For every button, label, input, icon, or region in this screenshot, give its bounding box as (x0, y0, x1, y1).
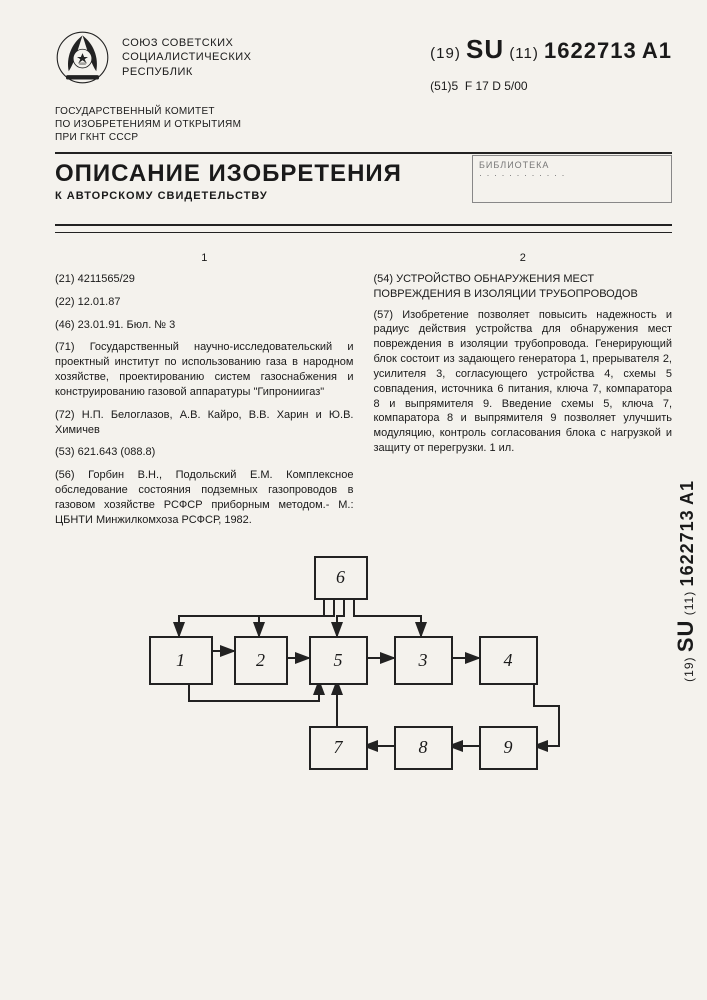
doc-id: (19) SU (11) 1622713 A1 (430, 34, 672, 65)
diagram-node-5: 5 (309, 636, 368, 685)
col-number: 2 (374, 251, 673, 266)
field-53: (53) 621.643 (088.8) (55, 445, 354, 460)
ipc-code: (51)5 F 17 D 5/00 (430, 79, 672, 93)
left-column: 1 (21) 4211565/29 (22) 12.01.87 (46) 23.… (55, 251, 354, 536)
diagram-node-3: 3 (394, 636, 453, 685)
code-11-prefix: (11) (509, 45, 539, 62)
library-stamp: БИБЛИОТЕКА · · · · · · · · · · · · (472, 155, 672, 203)
union-line: СОЦИАЛИСТИЧЕСКИХ (122, 50, 251, 64)
diagram-node-2: 2 (234, 636, 288, 685)
side-cc: SU (673, 620, 698, 653)
committee-line: ГОСУДАРСТВЕННЫЙ КОМИТЕТ (55, 105, 672, 118)
columns: 1 (21) 4211565/29 (22) 12.01.87 (46) 23.… (55, 251, 672, 536)
committee-block: ГОСУДАРСТВЕННЫЙ КОМИТЕТ ПО ИЗОБРЕТЕНИЯМ … (55, 105, 672, 144)
ipc-value: F 17 D 5/00 (465, 79, 528, 93)
field-56: (56) Горбин В.Н., Подольский Е.М. Компле… (55, 468, 354, 527)
side-19: (19) (682, 656, 696, 681)
union-line: СОЮЗ СОВЕТСКИХ (122, 36, 251, 50)
ussr-emblem-icon (55, 30, 110, 85)
field-22: (22) 12.01.87 (55, 295, 354, 310)
field-54: (54) УСТРОЙСТВО ОБНАРУЖЕНИЯ МЕСТ ПОВРЕЖД… (374, 272, 673, 302)
field-21: (21) 4211565/29 (55, 272, 354, 287)
field-57: (57) Изобретение позволяет повысить наде… (374, 308, 673, 456)
doc-codes: (19) SU (11) 1622713 A1 (51)5 F 17 D 5/0… (430, 30, 672, 93)
diagram-node-1: 1 (149, 636, 213, 685)
side-doc-code: (19) SU (11) 1622713 A1 (673, 480, 699, 682)
field-72: (72) Н.П. Белоглазов, А.В. Кайро, В.В. Х… (55, 408, 354, 438)
right-column: 2 (54) УСТРОЙСТВО ОБНАРУЖЕНИЯ МЕСТ ПОВРЕ… (374, 251, 673, 536)
field-71: (71) Государственный научно-исследовател… (55, 340, 354, 399)
diagram-node-8: 8 (394, 726, 453, 770)
doc-number: 1622713 (544, 38, 637, 63)
divider (55, 224, 672, 226)
diagram-edge (337, 596, 344, 636)
side-kind: A1 (677, 480, 697, 505)
side-11: (11) (682, 591, 696, 615)
code-19-prefix: (19) (430, 45, 461, 62)
diagram-node-6: 6 (314, 556, 368, 600)
stamp-text: БИБЛИОТЕКА (479, 160, 665, 170)
stamp-line: · · · · · · · · · · · · (479, 170, 665, 180)
committee-line: ПРИ ГКНТ СССР (55, 131, 672, 144)
diagram-node-7: 7 (309, 726, 368, 770)
committee-line: ПО ИЗОБРЕТЕНИЯМ И ОТКРЫТИЯМ (55, 118, 672, 131)
side-num: 1622713 (677, 509, 697, 586)
divider (55, 152, 672, 154)
diagram-container: 6 12534 789 (55, 556, 672, 786)
union-line: РЕСПУБЛИК (122, 65, 251, 79)
country-code: SU (466, 34, 504, 64)
header-row: СОЮЗ СОВЕТСКИХ СОЦИАЛИСТИЧЕСКИХ РЕСПУБЛИ… (55, 30, 672, 93)
field-46: (46) 23.01.91. Бюл. № 3 (55, 318, 354, 333)
divider-thin (55, 232, 672, 233)
diagram-node-9: 9 (479, 726, 538, 770)
diagram-edge (259, 596, 334, 636)
diagram-node-4: 4 (479, 636, 538, 685)
doc-kind: A1 (642, 38, 672, 63)
ipc-prefix: (51)5 (430, 79, 458, 93)
page: СОЮЗ СОВЕТСКИХ СОЦИАЛИСТИЧЕСКИХ РЕСПУБЛИ… (0, 0, 707, 1000)
union-text: СОЮЗ СОВЕТСКИХ СОЦИАЛИСТИЧЕСКИХ РЕСПУБЛИ… (122, 30, 251, 79)
block-diagram: 6 12534 789 (149, 556, 579, 786)
col-number: 1 (55, 251, 354, 266)
diagram-edge (354, 596, 421, 636)
